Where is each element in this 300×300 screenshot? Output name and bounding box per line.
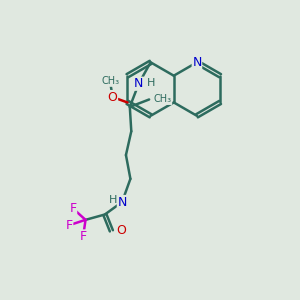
Text: F: F <box>66 219 73 232</box>
Text: N: N <box>192 56 202 69</box>
Text: F: F <box>80 230 87 243</box>
Text: H: H <box>147 77 155 88</box>
Text: O: O <box>116 224 126 237</box>
Text: H: H <box>109 195 117 205</box>
Text: N: N <box>117 196 127 208</box>
Text: CH₃: CH₃ <box>101 76 119 86</box>
Text: N: N <box>134 77 143 90</box>
Text: O: O <box>108 91 118 103</box>
Text: CH₃: CH₃ <box>154 94 172 104</box>
Text: F: F <box>70 202 76 215</box>
